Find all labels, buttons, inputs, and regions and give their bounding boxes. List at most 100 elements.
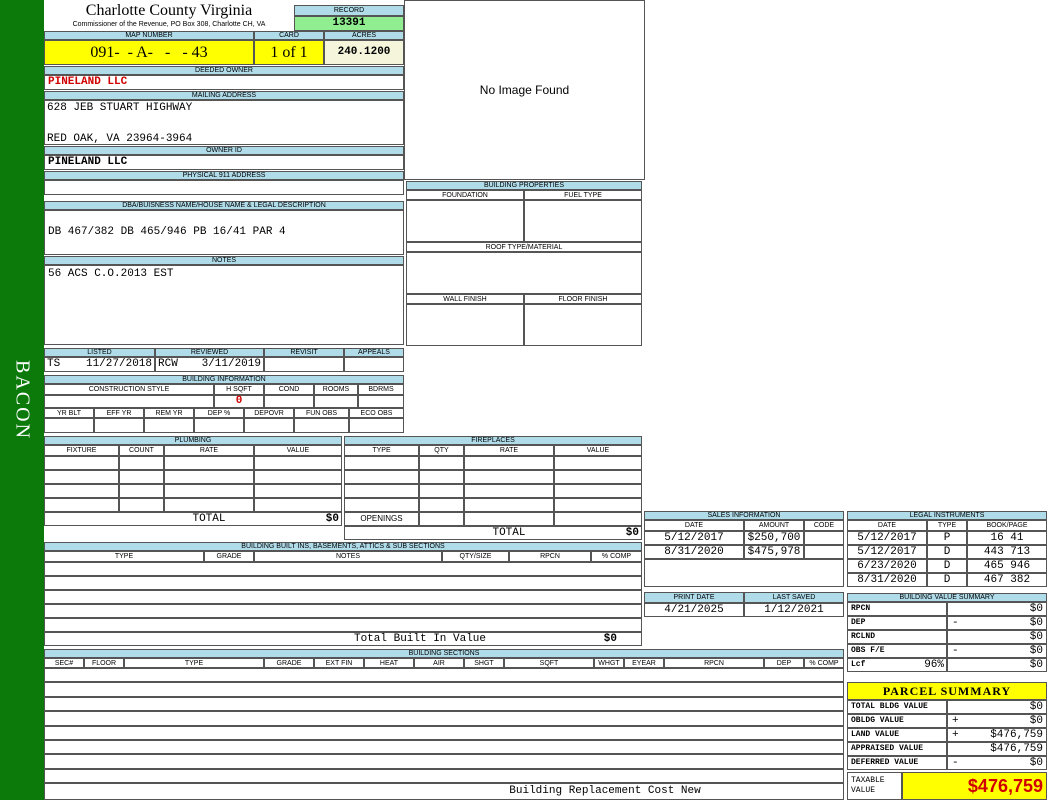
empty-cell [349,418,404,433]
row-label: APPRAISED VALUE [847,742,947,756]
empty-cell [554,456,642,470]
empty-cell [419,456,464,470]
column-header: FUEL TYPE [524,190,642,200]
total-row [344,526,642,540]
column-header: COND [264,384,314,395]
column-header: FIXTURE [44,445,119,456]
row-value: $476,759 [947,728,1047,742]
label: LEGAL INSTRUMENTS [847,511,1047,520]
label: NOTES [44,256,404,265]
empty-cell [164,470,254,484]
empty-row [44,562,642,576]
reviewed-by: RCW [158,358,178,370]
empty-row [44,668,844,683]
date-value: 1/12/2021 [744,603,844,617]
reviewed-date: 3/11/2019 [201,358,261,370]
empty-cell [419,484,464,498]
empty-cell [524,200,642,242]
empty-cell [44,418,94,433]
label: LISTED [44,348,155,357]
total-label: TOTAL [492,526,526,539]
empty-cell [44,470,119,484]
column-header: QTY/SIZE [442,551,509,562]
label: LAST SAVED [744,592,844,603]
row-value: $476,759 [947,742,1047,756]
empty-row [44,725,844,740]
column-header: SQFT [504,658,594,668]
empty-cell [464,498,554,512]
column-header: VALUE [254,445,342,456]
empty-cell [164,484,254,498]
row-label: Lcf [847,658,947,672]
instrument-cell: 5/12/2017 [847,545,927,559]
empty-cell [344,456,419,470]
sale-cell: 5/12/2017 [644,531,744,545]
row-label: RCLND [847,630,947,644]
total-value: $0 [603,632,617,645]
column-header: FLOOR [84,658,124,668]
label: OWNER ID [44,146,404,155]
listed-by: TS [47,358,61,370]
row-value: $0 [947,644,1047,658]
row-label: OBLDG VALUE [847,714,947,728]
label: APPEALS [344,348,404,357]
column-header: GRADE [204,551,254,562]
address-line: RED OAK, VA 23964-3964 [47,132,193,145]
empty-cell [44,180,404,195]
sidebar: BACON [0,0,44,800]
empty-row [44,740,844,755]
instrument-cell: D [927,573,967,587]
label: DBA/BUISNESS NAME/HOUSE NAME & LEGAL DES… [44,201,404,210]
empty-cell [254,484,342,498]
column-header: TYPE [927,520,967,531]
empty-cell [44,484,119,498]
column-header: H SQFT [214,384,264,395]
label: MAILING ADDRESS [44,91,404,100]
empty-cell [194,418,244,433]
column-header: HEAT [364,658,414,668]
empty-row [44,576,642,590]
empty-cell [314,395,358,408]
empty-cell [344,357,404,372]
sale-cell: $250,700 [744,531,804,545]
empty-cell [554,512,642,526]
empty-cell [554,484,642,498]
footer-label: Building Replacement Cost New [509,785,701,797]
record-value: 13391 [294,16,404,31]
empty-cell [119,456,164,470]
row-label: LAND VALUE [847,728,947,742]
empty-cell [294,418,349,433]
empty-row [44,604,642,618]
image-placeholder: No Image Found [404,0,645,180]
row-sign: - [952,756,959,769]
hsqft-value: 0 [235,395,243,407]
empty-cell [44,395,214,408]
sale-cell [804,531,844,545]
label: ACRES [324,31,404,40]
row-label: DEP [847,616,947,630]
empty-cell [119,484,164,498]
label: BUILDING SECTIONS [44,649,844,658]
column-header: ROOF TYPE/MATERIAL [406,242,642,252]
column-header: RPCN [509,551,591,562]
column-header: CONSTRUCTION STYLE [44,384,214,395]
empty-row [44,682,844,697]
empty-row [44,590,642,604]
parcel-summary-title: PARCEL SUMMARY [847,682,1047,700]
empty-cell [419,498,464,512]
label: FIREPLACES [344,436,642,445]
row-sign: - [952,644,959,657]
total-value: $0 [325,512,339,525]
instrument-cell: 443 713 [967,545,1047,559]
empty-cell [254,498,342,512]
row-value: $0 [947,700,1047,714]
instrument-cell: P [927,531,967,545]
column-header: RATE [464,445,554,456]
row-label: TOTAL BLDG VALUE [847,700,947,714]
total-row [44,632,642,646]
column-header: TYPE [44,551,204,562]
instrument-cell: D [927,545,967,559]
empty-cell [44,498,119,512]
instrument-cell: 5/12/2017 [847,531,927,545]
empty-row [44,711,844,726]
